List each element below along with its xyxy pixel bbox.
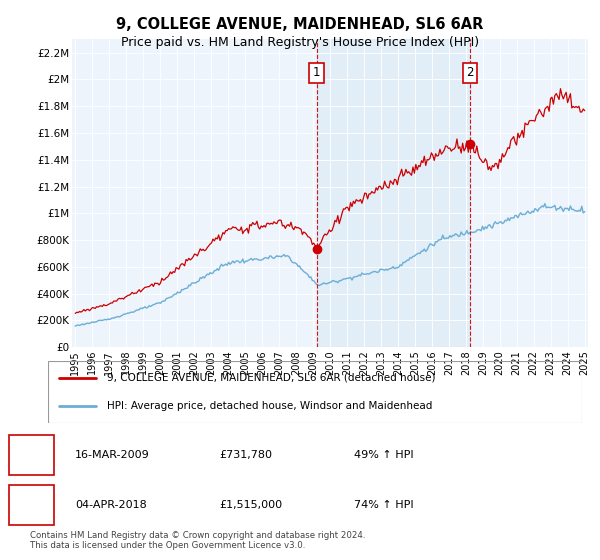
Bar (317, 39, 470, 347)
Text: HPI: Average price, detached house, Windsor and Maidenhead: HPI: Average price, detached house, Wind… (107, 401, 432, 411)
Text: Price paid vs. HM Land Registry's House Price Index (HPI): Price paid vs. HM Land Registry's House … (121, 36, 479, 49)
Text: 1: 1 (28, 448, 36, 461)
Text: Contains HM Land Registry data © Crown copyright and database right 2024.
This d: Contains HM Land Registry data © Crown c… (30, 530, 365, 550)
Text: 04-APR-2018: 04-APR-2018 (75, 500, 147, 510)
Text: £1,515,000: £1,515,000 (219, 500, 282, 510)
Text: £731,780: £731,780 (219, 450, 272, 460)
Text: 16-MAR-2009: 16-MAR-2009 (75, 450, 150, 460)
Text: 2: 2 (28, 498, 36, 512)
Text: 9, COLLEGE AVENUE, MAIDENHEAD, SL6 6AR (detached house): 9, COLLEGE AVENUE, MAIDENHEAD, SL6 6AR (… (107, 373, 435, 383)
Text: 9, COLLEGE AVENUE, MAIDENHEAD, SL6 6AR: 9, COLLEGE AVENUE, MAIDENHEAD, SL6 6AR (116, 17, 484, 32)
Text: 2: 2 (466, 66, 474, 79)
Text: 74% ↑ HPI: 74% ↑ HPI (354, 500, 413, 510)
Text: 1: 1 (313, 66, 320, 79)
Text: 49% ↑ HPI: 49% ↑ HPI (354, 450, 413, 460)
